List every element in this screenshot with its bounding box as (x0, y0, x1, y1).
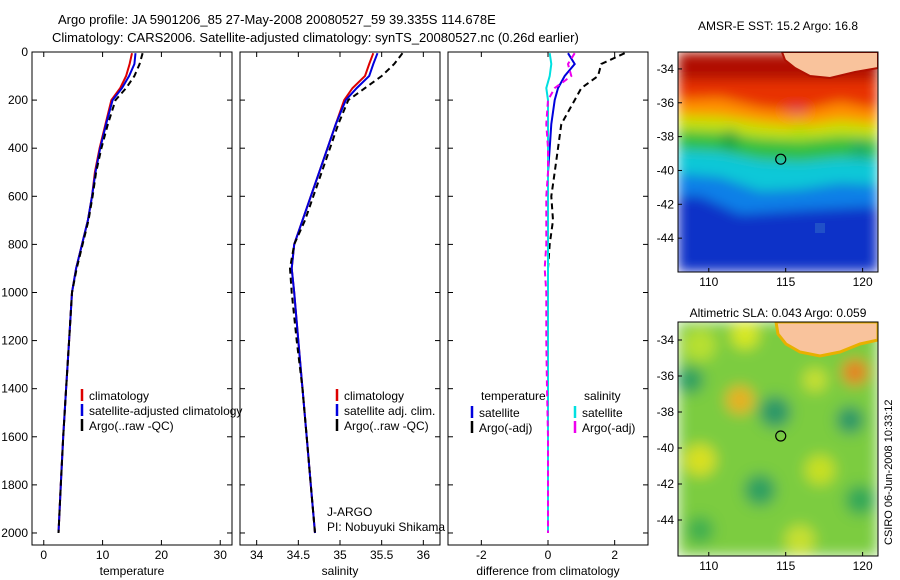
pi-annotation: PI: Nobuyuki Shikama (327, 520, 445, 534)
legend-title: salinity (584, 389, 621, 403)
map-y-tick-label: -44 (657, 513, 675, 527)
difference-panel: -2 0 2 difference from climatology temperatu… (447, 51, 649, 578)
plot-frame (239, 51, 441, 546)
map-y-tick-label: -42 (657, 197, 675, 211)
map-y-tick-label: -36 (657, 96, 675, 110)
y-tick-label: 1800 (1, 478, 28, 492)
series-line (543, 52, 576, 533)
series-line (57, 52, 144, 534)
x-tick-label: 0 (40, 548, 47, 562)
legend-label: climatology (89, 389, 149, 403)
map-y-tick-label: -38 (657, 405, 675, 419)
legend-label: Argo(..raw -QC) (89, 419, 174, 433)
x-axis-label: salinity (322, 564, 359, 578)
x-tick-label: 10 (96, 548, 110, 562)
x-axis-label: temperature (100, 564, 165, 578)
map-x-tick-label: 110 (699, 559, 718, 573)
plot-frame (31, 51, 233, 546)
map-x-tick-label: 120 (853, 559, 873, 573)
sst-argo-location-marker (775, 153, 787, 165)
y-tick-label: 2000 (1, 526, 28, 540)
x-tick-label: 0 (545, 548, 552, 562)
map-y-tick-label: -34 (657, 62, 675, 76)
x-tick-label: 2 (611, 548, 618, 562)
map-y-tick-label: -38 (657, 130, 675, 144)
x-tick-label: 34.5 (287, 548, 311, 562)
map-x-tick-label: 115 (776, 559, 795, 573)
sst-map (678, 52, 878, 272)
series-line (290, 52, 379, 534)
series-line (288, 52, 404, 534)
sla-map-frame (677, 321, 879, 557)
header-line-2: Climatology: CARS2006. Satellite-adjuste… (52, 30, 579, 45)
sla-map-title: Altimetric SLA: 0.043 Argo: 0.059 (690, 306, 867, 320)
series-line (290, 52, 375, 534)
map-y-tick-label: -40 (657, 441, 675, 455)
map-y-tick-label: -40 (657, 163, 675, 177)
map-x-tick-label: 115 (776, 275, 795, 289)
sla-argo-location-marker (775, 430, 787, 442)
y-tick-label: 600 (8, 189, 28, 203)
legend-title: temperature (481, 389, 546, 403)
map-y-tick-label: -36 (657, 369, 675, 383)
legend-label: climatology (344, 389, 404, 403)
y-tick-label: 1600 (1, 430, 28, 444)
map-x-tick-label: 110 (699, 275, 718, 289)
legend-label: satellite-adjusted climatology (89, 404, 242, 418)
series-line (547, 52, 626, 533)
map-x-tick-label: 120 (853, 275, 873, 289)
pi-annotation: J-ARGO (327, 505, 372, 519)
temperature-panel: 0 10 20 30 0 200 400 600 800 1000 1200 1400 1600 1800… (1, 45, 242, 578)
x-tick-label: -2 (476, 548, 487, 562)
y-tick-label: 1000 (1, 285, 28, 299)
legend-label: satellite (582, 406, 623, 420)
x-tick-label: 34 (250, 548, 264, 562)
x-tick-label: 35.5 (370, 548, 394, 562)
salinity-panel: 34 34.5 35 35.5 36 salinity climatologysatelli… (239, 51, 445, 578)
x-tick-label: 35 (333, 548, 347, 562)
series-line (57, 53, 137, 534)
sst-map-frame (677, 51, 879, 273)
sst-map-title: AMSR-E SST: 15.2 Argo: 16.8 (698, 19, 858, 33)
x-axis-label: difference from climatology (476, 564, 619, 578)
map-y-tick-label: -44 (657, 231, 675, 245)
legend-label: Argo(-adj) (582, 421, 635, 435)
y-tick-label: 400 (8, 141, 28, 155)
x-tick-label: 36 (417, 548, 431, 562)
legend-label: satellite adj. clim. (344, 404, 435, 418)
x-tick-label: 20 (155, 548, 169, 562)
map-y-tick-label: -34 (657, 333, 675, 347)
y-tick-label: 800 (8, 237, 28, 251)
legend-label: Argo(..raw -QC) (344, 419, 429, 433)
header-line-1: Argo profile: JA 5901206_85 27-May-2008 … (58, 12, 496, 27)
legend-label: satellite (479, 406, 520, 420)
y-tick-label: 0 (21, 45, 28, 59)
legend-label: Argo(-adj) (479, 421, 532, 435)
y-tick-label: 200 (8, 93, 28, 107)
sla-map (678, 322, 878, 556)
x-tick-label: 30 (214, 548, 228, 562)
series-line (545, 53, 553, 533)
credit-text: CSIRO 06-Jun-2008 10:33:12 (883, 399, 895, 545)
map-y-tick-label: -42 (657, 477, 675, 491)
series-line (57, 52, 133, 534)
y-tick-label: 1200 (1, 334, 28, 348)
y-tick-label: 1400 (1, 382, 28, 396)
